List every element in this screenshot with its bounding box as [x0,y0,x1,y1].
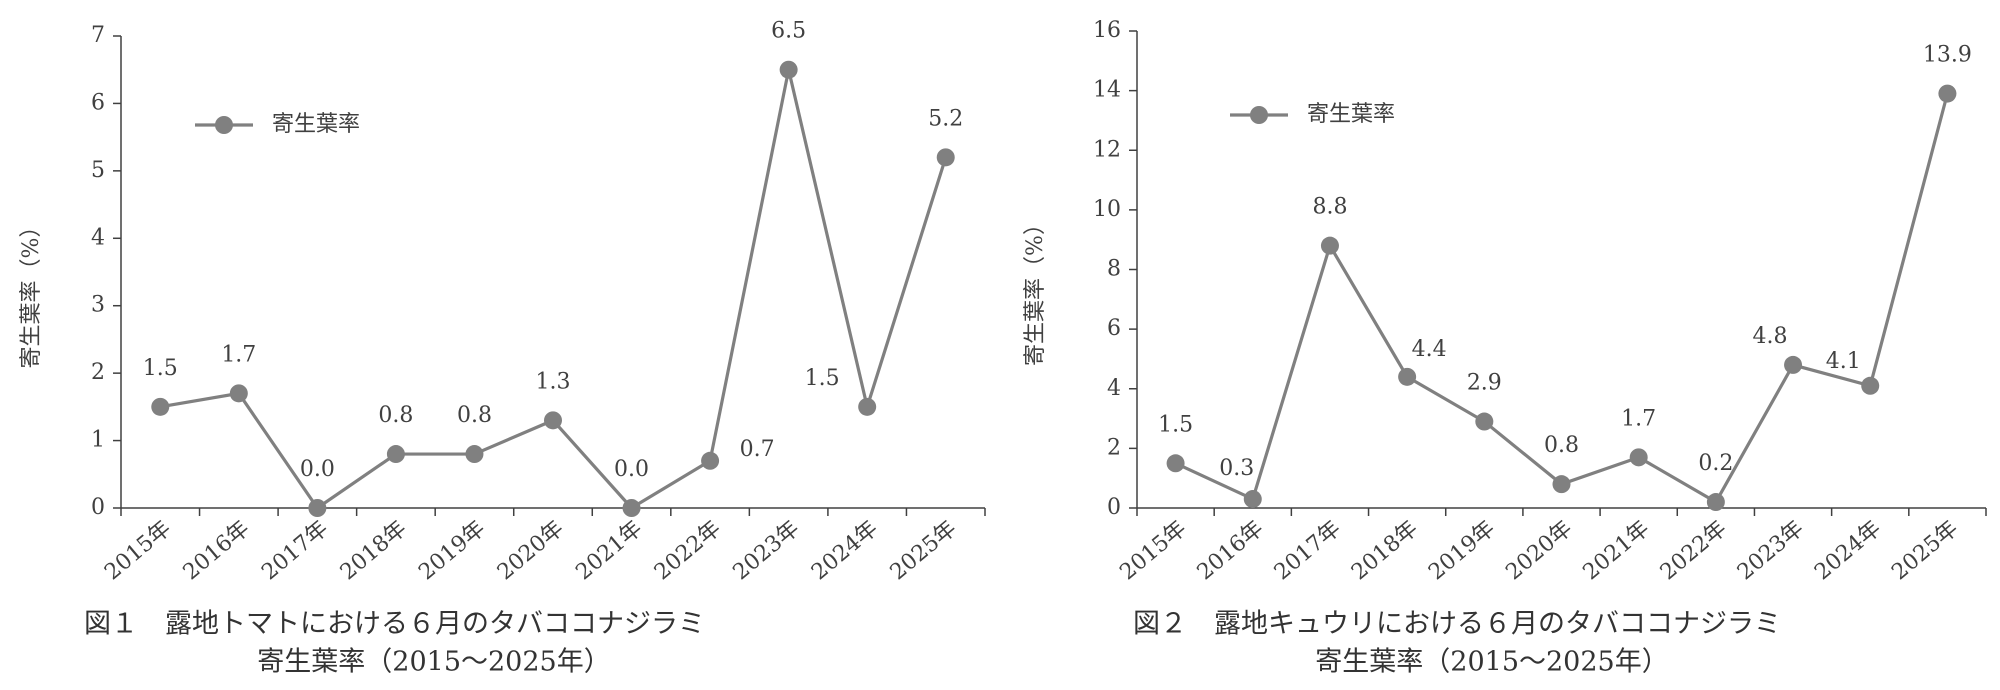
data-label: 5.2 [928,106,963,131]
data-label: 0.7 [740,437,775,462]
caption-title: 図２ 露地キュウリにおける６月のタバココナジラミ [1133,609,1781,640]
y-tick-label: 12 [1093,137,1121,162]
data-label: 4.1 [1826,349,1861,374]
data-label: 1.3 [536,369,571,394]
data-point [1938,84,1957,103]
y-tick-label: 4 [1107,376,1121,401]
x-tick-label: 2024年 [1810,516,1886,585]
data-label: 1.5 [1158,412,1193,437]
data-point [151,397,170,416]
y-tick-label: 6 [1107,316,1121,341]
x-tick-label: 2025年 [1887,516,1963,585]
y-tick-label: 0 [91,495,105,520]
data-label: 1.7 [1621,406,1656,431]
y-tick-label: 1 [91,428,105,453]
x-tick-label: 2018年 [1347,516,1423,585]
data-point [622,499,641,517]
x-tick-label: 2024年 [807,516,883,585]
x-tick-label: 2022年 [650,516,726,585]
x-tick-label: 2020年 [493,516,569,585]
data-label: 1.7 [221,342,256,367]
data-point [936,148,955,167]
x-tick-label: 2016年 [179,516,255,585]
x-tick-label: 2015年 [100,516,176,585]
data-label: 1.5 [143,356,178,381]
x-tick-label: 2022年 [1656,516,1732,585]
data-point [779,60,798,79]
x-tick-label: 2025年 [886,516,962,585]
x-tick-label: 2021年 [1579,516,1655,585]
data-point [465,445,484,464]
data-label: 13.9 [1923,43,1972,68]
y-tick-label: 16 [1093,18,1121,43]
data-label: 4.8 [1753,324,1788,349]
legend-label: 寄生葉率 [272,112,360,137]
data-label: 0.8 [378,403,413,428]
data-point [308,499,327,517]
legend-marker [1250,106,1268,124]
y-axis-label: 寄生葉率（%） [1023,213,1048,366]
x-tick-label: 2020年 [1501,516,1577,585]
data-point [229,384,248,403]
y-tick-label: 2 [91,360,105,385]
x-tick-label: 2015年 [1115,516,1191,585]
x-tick-label: 2019年 [1424,516,1500,585]
legend-marker [215,116,233,134]
x-tick-label: 2021年 [571,516,647,585]
data-point [1475,412,1494,431]
data-label: 6.5 [771,19,806,44]
data-label: 0.2 [1698,451,1733,476]
y-tick-label: 4 [91,225,105,250]
x-tick-label: 2023年 [729,516,805,585]
y-axis-label: 寄生葉率（%） [19,216,44,369]
data-label: 0.8 [457,403,492,428]
data-point [544,411,562,430]
data-point [386,445,405,464]
y-tick-label: 10 [1093,197,1121,222]
caption-subtitle: 寄生葉率（2015～2025年） [257,647,610,678]
x-tick-label: 2019年 [414,516,490,585]
caption-subtitle: 寄生葉率（2015～2025年） [1315,647,1668,678]
y-tick-label: 8 [1107,257,1121,282]
data-label: 0.3 [1219,456,1254,481]
legend-label: 寄生葉率 [1307,102,1395,127]
data-point [1784,355,1803,374]
x-tick-label: 2017年 [1270,516,1346,585]
y-tick-label: 14 [1093,78,1121,103]
data-point [1629,448,1648,467]
x-tick-label: 2017年 [257,516,333,585]
data-label: 4.4 [1412,337,1447,362]
data-label: 0.8 [1544,433,1579,458]
data-point [1552,475,1571,494]
x-tick-label: 2023年 [1733,516,1809,585]
y-tick-label: 2 [1107,435,1121,460]
data-label: 1.5 [805,366,840,391]
data-point [1398,367,1417,386]
y-tick-label: 6 [91,90,105,115]
data-point [1861,376,1880,395]
x-tick-label: 2016年 [1193,516,1269,585]
data-label: 0.0 [614,457,649,482]
y-tick-label: 7 [91,23,105,48]
y-tick-label: 3 [91,293,105,318]
data-label: 2.9 [1467,371,1502,396]
data-label: 0.0 [300,457,335,482]
data-point [701,451,720,470]
data-point [1320,236,1339,255]
y-tick-label: 0 [1107,495,1121,520]
caption-title: 図１ 露地トマトにおける６月のタバココナジラミ [84,609,705,640]
data-point [1243,490,1262,509]
y-tick-label: 5 [91,158,105,183]
data-point [1706,493,1725,512]
data-point [858,397,877,416]
data-label: 8.8 [1312,195,1347,220]
data-point [1166,454,1185,473]
x-tick-label: 2018年 [336,516,412,585]
